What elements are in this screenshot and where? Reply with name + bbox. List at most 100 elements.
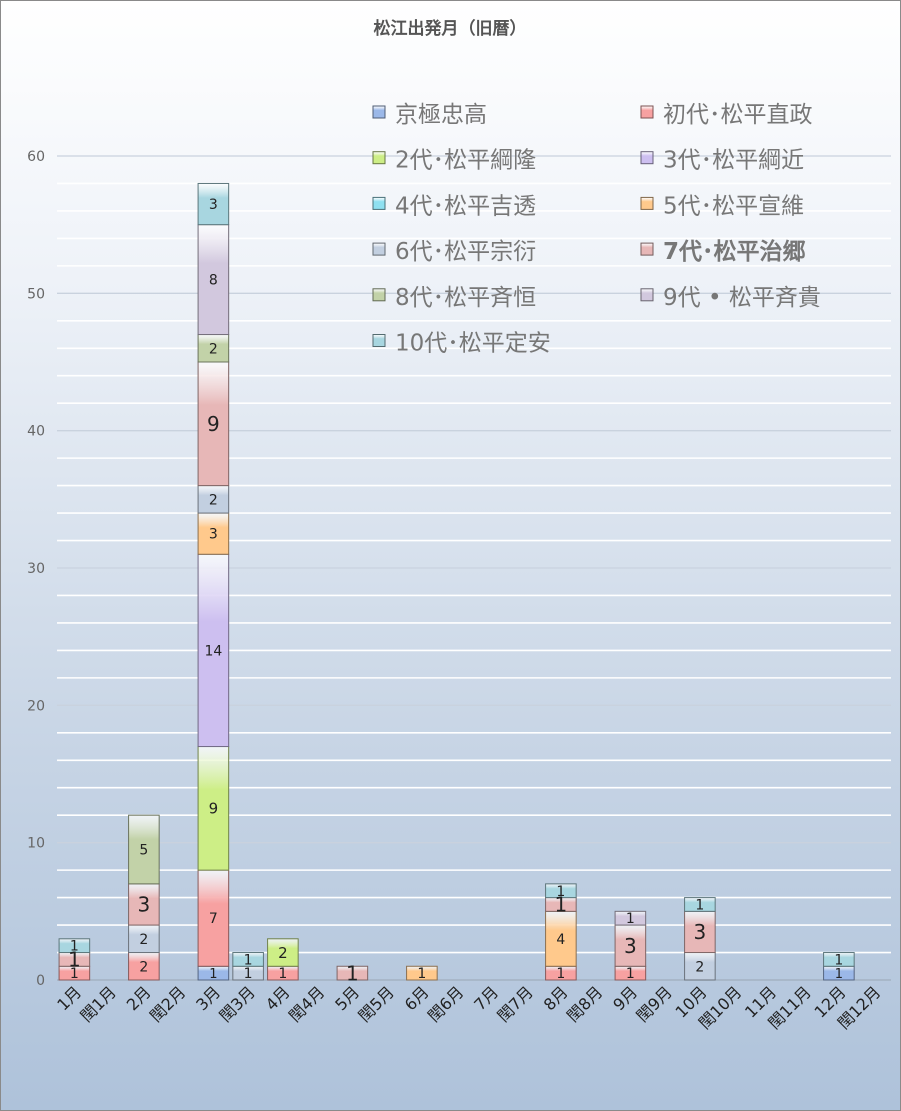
data-label: 3 xyxy=(138,893,151,917)
data-label: 2 xyxy=(139,932,148,948)
legend-swatch xyxy=(640,288,654,302)
legend-label: 7代･松平治郷 xyxy=(663,238,806,265)
legend-swatch xyxy=(372,334,386,347)
legend-label: 3代･松平綱近 xyxy=(663,148,804,174)
data-label: 1 xyxy=(68,948,81,972)
data-label: 1 xyxy=(834,952,843,968)
bar-segment xyxy=(128,814,160,885)
y-axis: 0 10 20 30 40 50 60 xyxy=(27,149,45,989)
legend-label: 京極忠高 xyxy=(395,102,487,128)
data-label: 1 xyxy=(555,893,568,917)
bar-segment xyxy=(232,952,264,967)
data-label: 8 xyxy=(209,273,218,289)
bar-segment xyxy=(197,224,230,336)
bar-segment xyxy=(406,965,438,981)
legend-item: 2代･松平綱隆 xyxy=(372,148,536,174)
data-label: 1 xyxy=(417,966,426,982)
data-label: 1 xyxy=(626,911,635,927)
data-label: 9 xyxy=(209,800,219,818)
bar-segment xyxy=(197,553,230,748)
x-tick-label: 閏2月 xyxy=(146,982,189,1025)
data-label: 3 xyxy=(209,527,218,543)
bar-segment xyxy=(336,965,369,981)
bar-segment xyxy=(197,512,230,555)
data-label: 5 xyxy=(139,843,148,859)
gridlines xyxy=(57,155,891,981)
data-label: 2 xyxy=(139,959,148,975)
bars xyxy=(58,182,855,981)
data-label: 1 xyxy=(695,898,704,914)
bar-segment xyxy=(823,952,855,967)
data-label: 1 xyxy=(346,961,359,985)
y-tick-label: 0 xyxy=(36,973,45,989)
x-tick-label: 閏8月 xyxy=(563,982,606,1025)
y-tick-label: 20 xyxy=(27,698,45,714)
data-label: 2 xyxy=(278,944,288,962)
legend-swatch xyxy=(372,288,386,302)
legend-item: 初代･松平直政 xyxy=(640,102,813,128)
legend-swatch xyxy=(640,242,654,256)
bar-segment xyxy=(267,938,299,967)
bar-segment xyxy=(197,361,230,487)
bar-segment xyxy=(128,883,160,926)
data-label: 3 xyxy=(209,197,218,213)
legend-label: 6代･松平宗衍 xyxy=(395,239,536,265)
legend-label: 5代･松平宣維 xyxy=(663,193,804,219)
data-label: 4 xyxy=(556,932,565,948)
y-tick-label: 50 xyxy=(27,286,45,302)
legend-swatch xyxy=(372,151,386,165)
y-tick-label: 40 xyxy=(27,424,45,440)
bar-segment xyxy=(197,746,230,871)
bar-segment xyxy=(545,883,577,899)
y-tick-label: 30 xyxy=(27,561,45,577)
legend-swatch xyxy=(640,105,654,119)
data-label: 1 xyxy=(70,939,79,955)
legend-item: 8代･松平斉恒 xyxy=(372,285,536,311)
data-label: 1 xyxy=(556,966,565,982)
bar-segment xyxy=(128,952,160,981)
x-tick-label: 閏3月 xyxy=(216,982,259,1025)
legend-item: 4代･松平吉透 xyxy=(372,193,536,219)
data-label: 1 xyxy=(244,966,253,982)
legend-swatch xyxy=(640,196,654,210)
legend-label: 8代･松平斉恒 xyxy=(395,285,536,311)
bar-segment xyxy=(58,938,91,954)
bar-segment xyxy=(614,910,647,926)
x-tick-label: 閏4月 xyxy=(285,982,328,1025)
data-label: 1 xyxy=(556,884,565,900)
legend-swatch xyxy=(372,242,386,256)
data-label: 7 xyxy=(209,911,218,927)
bar-segment xyxy=(128,924,160,954)
data-label: 2 xyxy=(209,492,218,508)
x-tick-label: 閏9月 xyxy=(633,982,676,1025)
legend-item: 3代･松平綱近 xyxy=(640,148,804,174)
data-label: 3 xyxy=(624,934,637,958)
data-label: 9 xyxy=(207,412,220,436)
data-label: 1 xyxy=(835,967,843,982)
legend-swatch xyxy=(640,151,654,165)
legend-item: 10代･松平定安 xyxy=(372,331,551,357)
legend-label: 4代･松平吉透 xyxy=(395,193,536,219)
y-tick-label: 10 xyxy=(27,836,45,852)
bar-segment xyxy=(197,334,230,363)
legend-label: 初代･松平直政 xyxy=(663,102,813,128)
data-label: 1 xyxy=(626,966,635,982)
data-label: 14 xyxy=(204,643,222,659)
bar-segment xyxy=(197,182,230,226)
data-label: 1 xyxy=(244,952,253,968)
legend-label: 10代･松平定安 xyxy=(395,331,551,357)
data-label: 1 xyxy=(70,966,79,982)
legend-item: 9代 • 松平斉貴 xyxy=(640,285,821,311)
data-label: 3 xyxy=(694,920,707,944)
x-tick-label: 閏6月 xyxy=(424,982,467,1025)
legend-item: 7代･松平治郷 xyxy=(640,238,806,265)
legend-label: 2代･松平綱隆 xyxy=(395,148,536,174)
bar-segment xyxy=(545,910,577,967)
legend-swatch xyxy=(372,196,386,210)
bar-segment xyxy=(197,485,230,514)
legend: 京極忠高 初代･松平直政 2代･松平綱隆 3代･松平綱近 4代･松平吉透 5代･松平宣維 6… xyxy=(372,102,821,357)
data-label: 1 xyxy=(278,966,287,982)
